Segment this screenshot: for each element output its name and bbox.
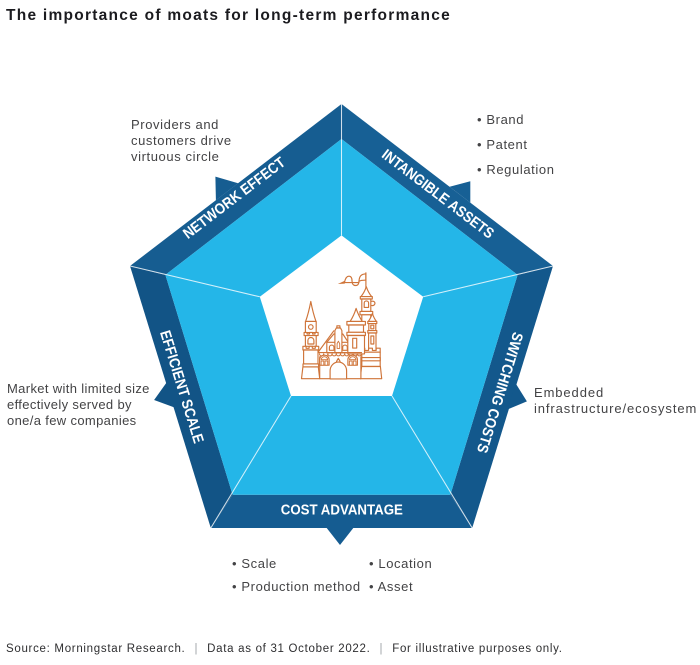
svg-text:COST ADVANTAGE: COST ADVANTAGE [281, 502, 403, 519]
